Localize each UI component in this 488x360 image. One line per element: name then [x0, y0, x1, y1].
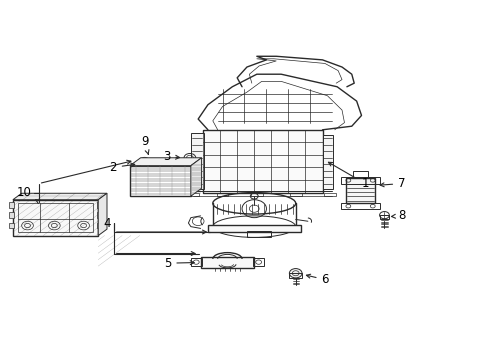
Bar [18, 203, 93, 232]
Bar [203, 130, 322, 193]
Bar [250, 193, 262, 196]
Bar [187, 193, 199, 196]
Text: 5: 5 [163, 257, 194, 270]
Bar [97, 223, 102, 228]
Bar [207, 225, 300, 232]
Bar [9, 202, 14, 208]
Bar [352, 171, 367, 177]
Bar [130, 166, 190, 196]
Bar [289, 193, 301, 196]
Bar [322, 135, 332, 189]
Bar [200, 257, 254, 268]
Bar [345, 178, 374, 203]
Bar [97, 212, 102, 218]
Polygon shape [98, 193, 107, 235]
Text: 6: 6 [306, 273, 328, 286]
Bar [324, 193, 335, 196]
Bar [13, 200, 98, 235]
Circle shape [289, 269, 302, 278]
Text: 7: 7 [379, 177, 405, 190]
Bar [340, 177, 379, 184]
Polygon shape [13, 193, 107, 200]
Bar [97, 202, 102, 208]
Bar [138, 166, 151, 170]
Bar [140, 169, 149, 173]
Text: 2: 2 [109, 161, 134, 174]
Bar [246, 231, 271, 237]
Text: 4: 4 [103, 216, 111, 230]
Text: 8: 8 [391, 210, 405, 222]
Text: 3: 3 [163, 150, 179, 163]
Text: 10: 10 [17, 186, 31, 199]
Bar [340, 203, 379, 210]
Bar [216, 193, 228, 196]
Text: 9: 9 [141, 135, 149, 154]
Bar [9, 223, 14, 228]
Polygon shape [130, 158, 201, 166]
Bar [190, 258, 201, 266]
Bar [190, 134, 203, 189]
Bar [9, 212, 14, 218]
Text: 1: 1 [328, 162, 368, 190]
Bar [253, 258, 264, 266]
Bar [379, 215, 388, 219]
Polygon shape [190, 158, 201, 196]
Bar [289, 273, 302, 278]
